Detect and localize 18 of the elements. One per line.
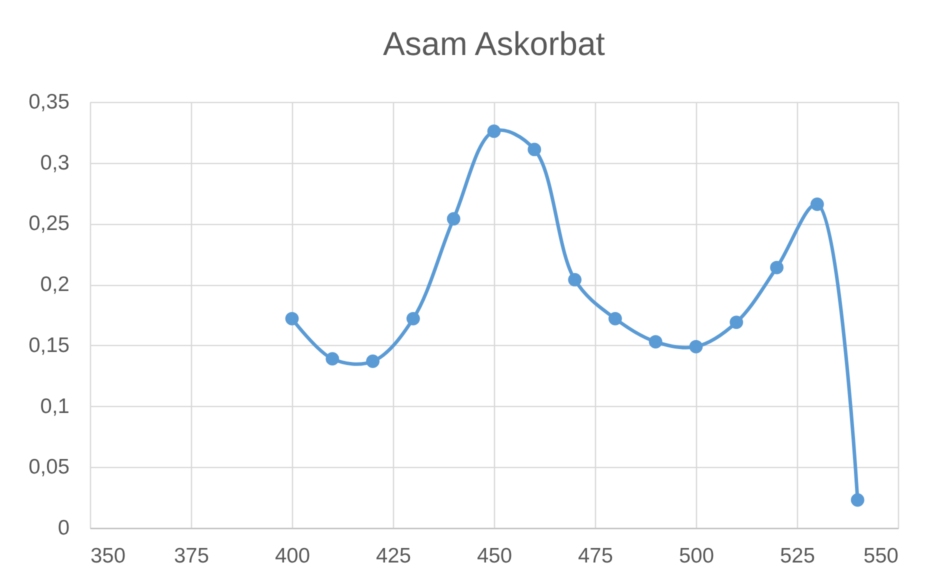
x-tick-label: 475 [578,544,614,568]
y-tick-label: 0,3 [40,151,70,174]
y-tick-label: 0,05 [28,456,70,479]
y-tick-label: 0 [58,516,70,540]
y-tick-label: 0,1 [40,394,70,418]
x-tick-label: 375 [174,544,210,568]
y-tick-label: 0,2 [40,273,70,296]
y-tick-label: 0,35 [28,90,70,114]
x-tick-label: 350 [90,544,126,568]
x-tick-label: 425 [376,544,412,568]
chart-title: Asam Askorbat [383,25,605,62]
y-tick-label: 0,25 [28,212,70,236]
x-tick-label: 500 [678,544,714,568]
x-tick-label: 450 [476,544,512,568]
y-tick-label: 0,15 [28,334,70,357]
x-tick-label: 550 [863,544,898,568]
x-tick-label: 400 [274,544,310,568]
x-tick-label: 525 [780,544,816,568]
